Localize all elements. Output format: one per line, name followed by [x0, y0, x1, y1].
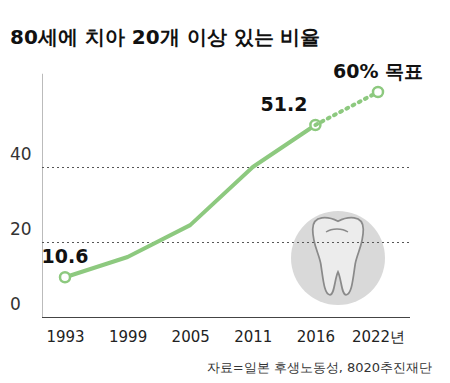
- data-labels: 10.6 51.2 60% 목표: [42, 60, 423, 267]
- point-marker: [60, 272, 70, 282]
- source: 자료=일본 후생노동성, 8020추진재단: [207, 360, 432, 375]
- x-tick-label: 1999: [109, 328, 147, 346]
- data-label: 51.2: [261, 93, 308, 115]
- y-axis-line: [42, 74, 43, 318]
- x-tick-label: 2022년: [352, 328, 405, 346]
- y-axis: 0 20 40: [10, 74, 410, 318]
- point-marker: [373, 87, 383, 97]
- y-tick-label: 20: [10, 219, 32, 239]
- icon-tooth: [313, 218, 364, 295]
- x-tick: 1993: [46, 317, 84, 346]
- series-line: [65, 125, 315, 277]
- y-tick: 40: [10, 144, 410, 168]
- icon-circle: [291, 211, 385, 305]
- icon-tooth-detail: [326, 229, 348, 232]
- data-label: 60% 목표: [333, 60, 423, 82]
- x-tick-label: 2016: [297, 328, 335, 346]
- plot-area: [60, 87, 383, 282]
- x-axis: 1993 1999 2005 2011 2016 2022년: [46, 317, 405, 346]
- title: 80세에 치아 20개 이상 있는 비율: [10, 25, 320, 49]
- x-tick-label: 2005: [172, 328, 210, 346]
- x-tick: 2011: [234, 317, 272, 346]
- grid-line: [42, 167, 410, 168]
- x-tick-label: 2011: [234, 328, 272, 346]
- y-tick: 20: [10, 219, 410, 243]
- grid-line: [42, 242, 410, 243]
- y-tick: 0: [10, 294, 410, 318]
- y-tick-label: 40: [10, 144, 32, 164]
- x-tick: 2022년: [352, 317, 405, 346]
- chart: 80세에 치아 20개 이상 있는 비율 0 20 40 1993 1999 2005 201…: [0, 0, 450, 383]
- series-line: [315, 92, 378, 125]
- grid-line: [42, 317, 410, 318]
- x-axis-line: [66, 317, 379, 318]
- data-label: 10.6: [42, 245, 89, 267]
- x-tick: 2016: [297, 317, 335, 346]
- x-tick: 1999: [109, 317, 147, 346]
- x-tick-label: 1993: [46, 328, 84, 346]
- x-tick: 2005: [172, 317, 210, 346]
- tooth-icon: [291, 211, 385, 305]
- y-tick-label: 0: [10, 294, 21, 314]
